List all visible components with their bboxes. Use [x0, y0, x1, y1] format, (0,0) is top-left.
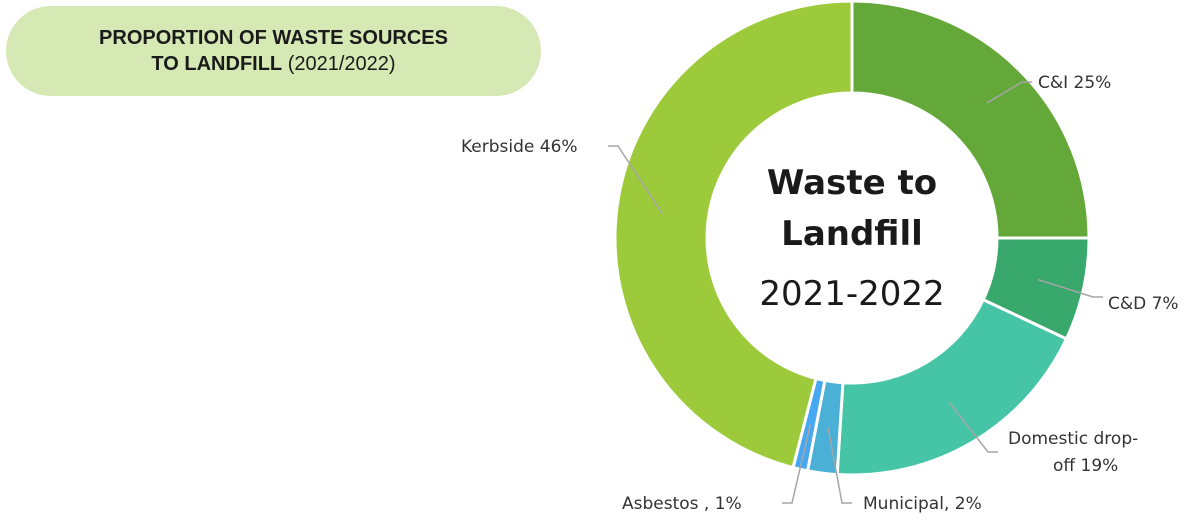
title-line1: PROPORTION OF WASTE SOURCES [99, 27, 448, 49]
donut-slices [613, 0, 1091, 477]
leader-line-1 [1038, 278, 1103, 298]
title-line2: TO LANDFILL [151, 53, 283, 75]
leader-line-3 [827, 427, 852, 504]
data-label-asbestos: Asbestos , 1% [622, 494, 742, 514]
title-year: (2021/2022) [282, 53, 396, 75]
label-leader-lines [608, 81, 1103, 504]
leader-line-0 [986, 81, 1032, 104]
center-label-line3: 2021-2022 [759, 274, 944, 314]
donut-slice-c-i [850, 0, 1091, 240]
chart-title: PROPORTION OF WASTE SOURCES TO LANDFILL … [6, 6, 541, 96]
center-label-line1: Waste to [767, 163, 937, 203]
leader-line-2 [948, 401, 998, 453]
data-label-kerbside: Kerbside 46% [461, 137, 578, 157]
data-label-municipal: Municipal, 2% [863, 494, 982, 514]
donut-slice-kerbside [613, 0, 854, 470]
center-label-line2: Landfill [781, 214, 923, 254]
leader-line-5 [608, 145, 664, 215]
data-labels: C&I 25% C&D 7% Domestic drop-off 19% Munici… [461, 73, 1179, 514]
data-label-domestic-drop-off: Domestic drop-off 19% [1008, 429, 1138, 476]
data-label-c-i: C&I 25% [1038, 73, 1111, 93]
donut-slice-domestic-drop-off [835, 297, 1069, 477]
leader-line-4 [782, 424, 812, 504]
data-label-c-d: C&D 7% [1108, 294, 1179, 314]
